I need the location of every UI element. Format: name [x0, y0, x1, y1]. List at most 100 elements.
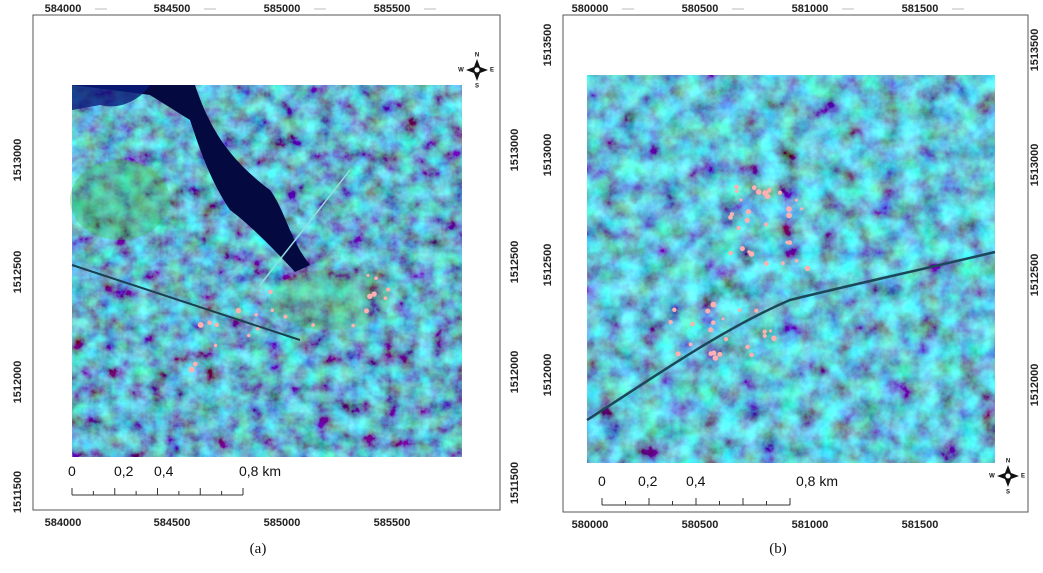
settlement: [705, 309, 710, 314]
y-coord-label: 1512000: [509, 351, 521, 394]
settlement: [374, 276, 378, 280]
x-coord-label: 580000: [572, 3, 609, 15]
x-coord-label: 584000: [45, 3, 82, 15]
settlement: [740, 246, 745, 251]
settlement: [311, 323, 315, 327]
settlement: [367, 294, 373, 300]
settlement: [749, 353, 754, 358]
x-coord-label: 581500: [902, 3, 939, 15]
settlement: [786, 213, 792, 219]
scale-label: 0,8 km: [796, 473, 838, 489]
settlement: [271, 309, 275, 313]
settlement: [214, 344, 217, 347]
settlement: [676, 351, 681, 356]
settlement: [689, 342, 693, 346]
settlement: [767, 189, 771, 193]
y-coord-label: 1511500: [509, 462, 521, 504]
scale-label: 0: [68, 463, 76, 479]
settlement: [384, 296, 388, 300]
settlement: [710, 302, 716, 308]
settlement: [722, 317, 725, 320]
settlement: [364, 308, 369, 313]
settlement: [713, 355, 719, 361]
compass-n: N: [1006, 459, 1010, 465]
compass-s: S: [1006, 490, 1010, 496]
x-coord-label: 580500: [682, 519, 719, 531]
settlement: [735, 189, 739, 193]
vegetation: [270, 270, 390, 330]
settlement: [737, 226, 741, 230]
scale-bar: [72, 495, 790, 505]
satellite-image: [587, 75, 995, 463]
settlement: [711, 320, 716, 325]
settlement: [717, 352, 722, 357]
settlement: [781, 261, 785, 265]
scale-label: 0,8 km: [239, 463, 281, 479]
settlement: [672, 308, 676, 312]
y-coord-label: 1511500: [12, 471, 24, 513]
settlement: [772, 338, 775, 341]
satellite-image: [72, 85, 462, 457]
y-coord-label: 1512500: [509, 241, 521, 284]
settlement: [193, 362, 198, 367]
settlement: [738, 308, 742, 312]
scale-label: 0: [598, 473, 606, 489]
x-coord-label: 584500: [154, 517, 191, 529]
y-coord-label: 1512500: [12, 251, 24, 294]
y-coord-label: 1512000: [12, 361, 24, 404]
x-coord-label: 581000: [792, 3, 829, 15]
settlement: [207, 320, 212, 325]
x-coord-label: 585500: [374, 3, 411, 15]
x-coord-label: 584500: [154, 3, 191, 15]
settlement: [754, 309, 758, 313]
settlement: [256, 327, 260, 331]
settlement: [709, 351, 714, 356]
x-coord-label: 581500: [902, 519, 939, 531]
y-coord-label: 1513000: [12, 139, 24, 182]
settlement: [752, 185, 757, 190]
settlement: [763, 330, 767, 334]
compass-s: S: [475, 84, 479, 90]
settlement: [786, 206, 792, 212]
settlement: [268, 290, 272, 294]
caption: (b): [769, 541, 787, 557]
settlement: [795, 199, 798, 202]
x-coord-label: 580500: [682, 3, 719, 15]
vegetation: [70, 160, 170, 240]
settlement: [189, 367, 195, 373]
caption: (a): [250, 541, 267, 557]
settlement: [366, 274, 369, 277]
settlement: [728, 251, 732, 255]
compass-w: W: [989, 474, 995, 480]
settlement: [765, 194, 770, 199]
y-coord-label: 1512500: [1029, 254, 1041, 297]
y-coord-label: 1513000: [542, 134, 554, 177]
y-coord-label: 1513000: [509, 129, 521, 172]
scale-label: 0,2: [638, 473, 658, 489]
settlement: [800, 207, 803, 210]
settlement: [763, 334, 767, 338]
settlement: [386, 287, 390, 291]
settlement: [805, 266, 811, 272]
settlement: [756, 189, 762, 195]
settlement: [778, 191, 782, 195]
settlement: [745, 345, 750, 350]
x-coord-label: 585000: [264, 517, 301, 529]
settlement: [764, 261, 769, 266]
settlement: [724, 337, 728, 341]
settlement: [734, 185, 739, 190]
settlement: [739, 198, 742, 201]
y-coord-label: 1513500: [542, 24, 554, 67]
settlement: [236, 308, 241, 313]
settlement: [254, 313, 257, 316]
x-coord-label: 585500: [374, 517, 411, 529]
x-coord-label: 581000: [792, 519, 829, 531]
y-coord-label: 1512500: [542, 244, 554, 287]
settlement: [214, 323, 219, 328]
scale-label: 0,4: [686, 473, 706, 489]
compass-center: [1005, 473, 1011, 479]
y-coord-label: 1512000: [1029, 364, 1041, 407]
settlement: [749, 251, 755, 257]
settlement: [764, 223, 768, 227]
scale-label: 0,2: [114, 463, 134, 479]
